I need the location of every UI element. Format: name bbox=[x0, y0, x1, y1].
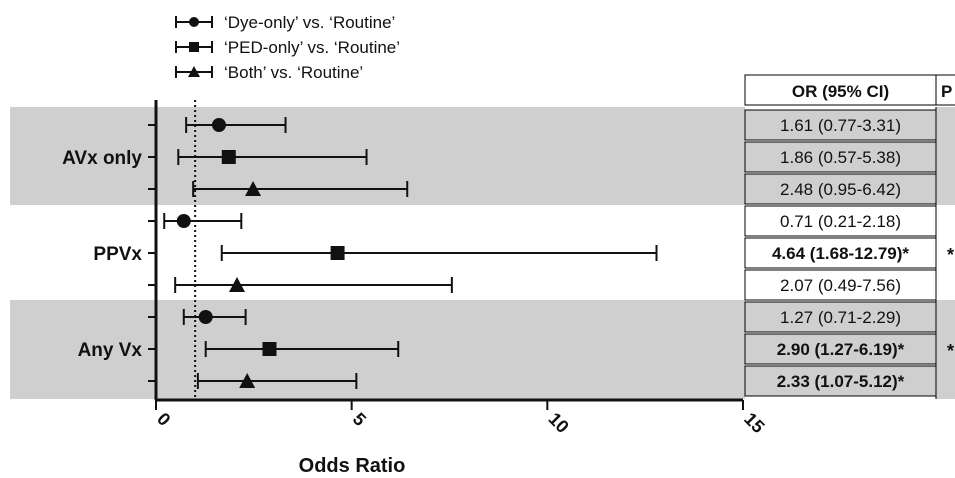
table-cell bbox=[744, 301, 937, 333]
table-header-p: P bbox=[941, 82, 952, 101]
square-marker bbox=[189, 42, 199, 52]
circle-marker bbox=[176, 214, 191, 228]
x-tick-label: 5 bbox=[349, 409, 370, 430]
legend: ‘Dye-only’ vs. ‘Routine’ ‘PED-only’ vs. ‘… bbox=[175, 13, 400, 82]
triangle-marker bbox=[245, 181, 262, 196]
circle-marker bbox=[189, 17, 199, 27]
table-header-cell bbox=[744, 74, 937, 106]
triangle-marker bbox=[239, 373, 256, 388]
square-marker bbox=[330, 246, 345, 260]
p-band-2 bbox=[936, 300, 955, 399]
table-cell bbox=[744, 365, 937, 397]
p-band-0 bbox=[936, 107, 955, 205]
x-tick-label: 15 bbox=[740, 409, 768, 437]
table-or-value: 0.71 (0.21-2.18) bbox=[780, 212, 901, 231]
table-or-value: 4.64 (1.68-12.79)* bbox=[772, 244, 909, 263]
table-or-value: 2.07 (0.49-7.56) bbox=[780, 276, 901, 295]
legend-label: ‘PED-only’ vs. ‘Routine’ bbox=[224, 38, 400, 57]
square-marker bbox=[221, 150, 236, 164]
table-cell bbox=[744, 237, 937, 269]
table-cell bbox=[744, 141, 937, 173]
table-cell bbox=[744, 109, 937, 141]
circle-marker bbox=[212, 118, 227, 132]
table-cell bbox=[744, 269, 937, 301]
triangle-marker bbox=[188, 66, 200, 77]
table-or-value: 1.27 (0.71-2.29) bbox=[780, 308, 901, 327]
group-label: AVx only bbox=[62, 148, 142, 169]
table-header-or: OR (95% CI) bbox=[792, 82, 889, 101]
table-or-value: 2.90 (1.27-6.19)* bbox=[777, 340, 905, 359]
table-header-p-cell bbox=[935, 74, 955, 106]
table-or-value: 2.48 (0.95-6.42) bbox=[780, 180, 901, 199]
square-marker bbox=[262, 342, 277, 356]
x-axis-label: Odds Ratio bbox=[299, 455, 406, 477]
or-table: OR (95% CI) P 1.61 (0.77-3.31) 1.86 (0.57-5… bbox=[744, 74, 955, 399]
legend-label: ‘Both’ vs. ‘Routine’ bbox=[224, 63, 363, 82]
group-label: PPVx bbox=[93, 244, 142, 265]
table-or-value: 2.33 (1.07-5.12)* bbox=[777, 372, 905, 391]
p-value: * bbox=[947, 245, 954, 265]
x-tick-label: 0 bbox=[153, 409, 174, 430]
table-cell bbox=[744, 173, 937, 205]
data-marks bbox=[163, 117, 658, 389]
legend-label: ‘Dye-only’ vs. ‘Routine’ bbox=[224, 13, 395, 32]
table-or-value: 1.86 (0.57-5.38) bbox=[780, 148, 901, 167]
circle-marker bbox=[198, 310, 213, 324]
table-or-value: 1.61 (0.77-3.31) bbox=[780, 116, 901, 135]
group-label: Any Vx bbox=[78, 340, 143, 361]
triangle-marker bbox=[229, 277, 246, 292]
p-value: * bbox=[947, 341, 954, 361]
table-cell bbox=[744, 205, 937, 237]
x-tick-label: 10 bbox=[545, 409, 573, 437]
